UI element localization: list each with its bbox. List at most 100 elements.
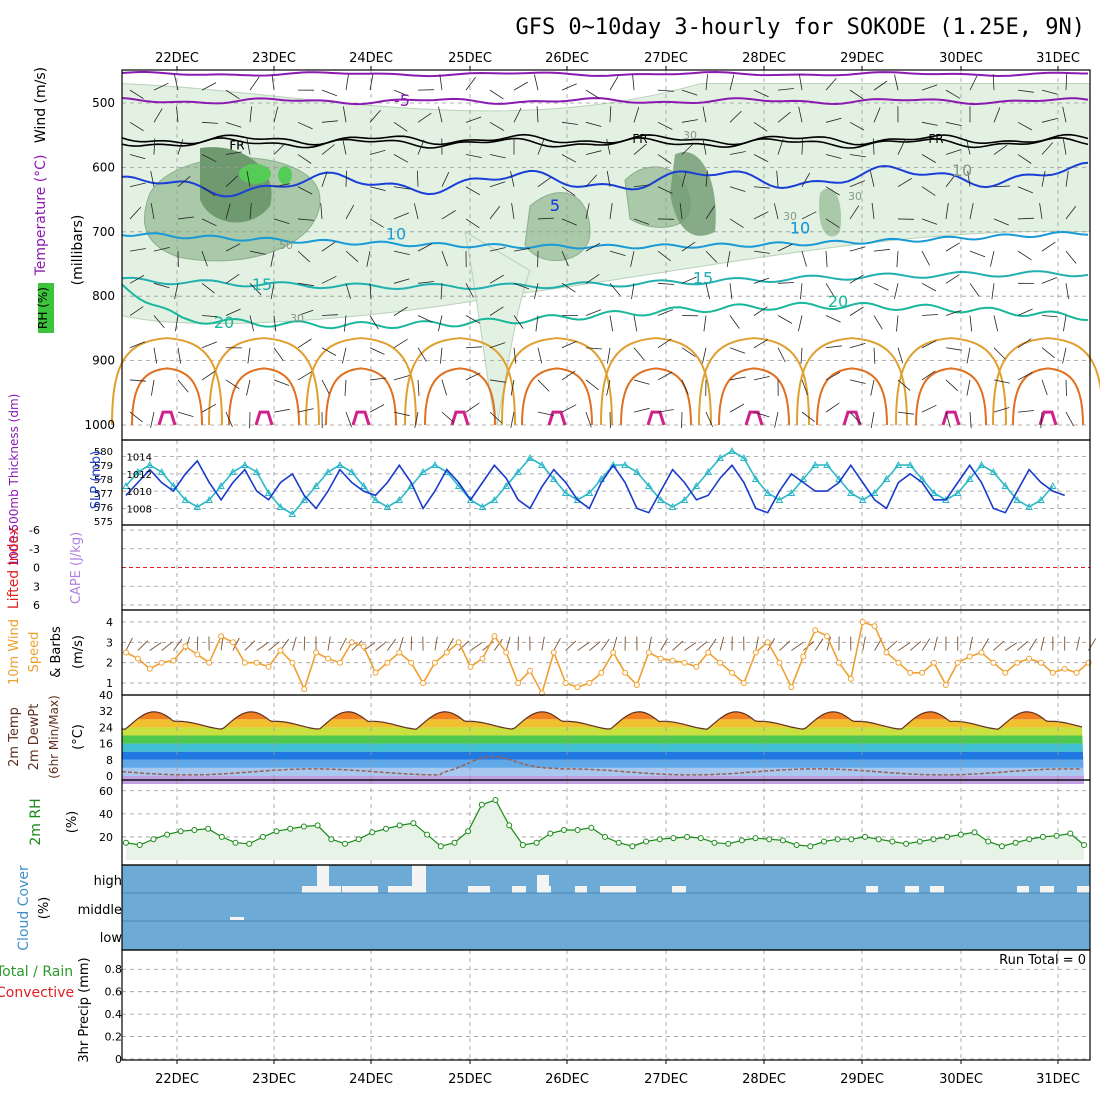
thickness-line-marker — [217, 481, 225, 489]
wind-barb — [369, 109, 381, 123]
contour-25 — [208, 337, 320, 426]
contour-25 — [111, 337, 223, 426]
wind-barb — [1040, 412, 1043, 429]
tick-thickness: 580 — [94, 447, 113, 458]
dewpoint-line — [121, 755, 1082, 776]
tick-li: -6 — [29, 524, 40, 537]
wind-barb — [489, 247, 506, 252]
wind-barb — [510, 379, 515, 396]
wind-speed-line-marker — [990, 659, 997, 666]
cloud-gap — [302, 886, 320, 893]
thickness-line-marker — [989, 467, 998, 475]
wind-barb — [465, 372, 481, 381]
tick-slp: 1014 — [127, 453, 152, 464]
wind-barb — [369, 283, 372, 300]
wind-barb — [993, 144, 1008, 155]
wind-barb — [465, 315, 481, 324]
wind-barb — [873, 107, 881, 123]
wind-barb — [297, 218, 314, 221]
wind-barb — [344, 315, 347, 332]
wind-barb — [993, 315, 999, 332]
rh2m-marker — [342, 840, 348, 847]
rh2m-marker — [451, 839, 458, 846]
contour-label: 10 — [952, 161, 972, 180]
wind-barb-10m — [826, 636, 831, 651]
wind-barb-10m — [268, 641, 280, 651]
tick-upper: 900 — [92, 354, 115, 368]
date-label-bottom: 30DEC — [939, 1072, 983, 1087]
wind-barb — [534, 74, 539, 91]
wind-barb — [321, 144, 335, 155]
wind-barb — [801, 172, 811, 187]
wind-barb — [342, 138, 347, 155]
wind-barb — [1041, 170, 1046, 187]
wind-speed-line-marker — [325, 655, 331, 662]
wind-barb — [441, 411, 455, 424]
contour-35 — [1038, 410, 1058, 426]
contour-35 — [842, 410, 862, 426]
rh2m-marker — [314, 822, 321, 829]
rh2m-marker — [697, 835, 704, 842]
rh2m-marker — [424, 831, 431, 838]
rh2m-marker — [656, 836, 663, 843]
tick-temp: 24 — [99, 721, 113, 734]
thickness-line-marker — [585, 488, 594, 496]
wind-barb — [273, 218, 290, 224]
wind-barb-10m — [648, 636, 652, 651]
wind-barb — [679, 202, 683, 219]
wind-barb — [465, 402, 480, 413]
wind-barb — [825, 283, 835, 298]
wind-barb — [825, 218, 840, 228]
wind-barb — [657, 282, 675, 285]
run-total: Run Total = 0 — [999, 953, 1086, 968]
wind-barb — [705, 170, 708, 187]
rh2m-marker — [602, 833, 608, 840]
thickness-line-marker — [918, 474, 926, 482]
wind-barb-10m — [375, 641, 387, 651]
wind-barb — [585, 347, 602, 350]
rh2m-marker — [328, 836, 335, 843]
wind-barb — [561, 218, 577, 226]
rh2m-marker — [273, 828, 280, 835]
date-label-bottom: 25DEC — [448, 1072, 492, 1087]
wind-barb — [945, 173, 957, 187]
cloud-gap — [366, 886, 378, 893]
wind-barb — [129, 248, 146, 252]
wind-barb — [897, 139, 906, 155]
rh2m-marker — [519, 842, 526, 848]
cloud-gap — [537, 875, 549, 893]
wind-barb — [321, 120, 338, 123]
wind-barb — [870, 171, 875, 187]
ylabel-wind-unit: (m/s) — [71, 635, 86, 669]
tick-upper: 600 — [92, 160, 115, 174]
wind-barb — [297, 282, 314, 287]
cloud-gap — [412, 865, 426, 893]
contour-label: 30 — [783, 210, 797, 223]
wind-barb — [1041, 142, 1053, 155]
wind-barb-10m — [470, 642, 483, 651]
wind-barb — [1041, 277, 1058, 284]
wind-barb — [510, 412, 515, 428]
precip-panel-border — [121, 949, 1091, 1061]
wind-barb — [153, 247, 170, 252]
wind-barb — [1065, 170, 1069, 187]
wind-barb — [129, 379, 147, 382]
wind-barb-10m — [244, 640, 256, 651]
wind-barb — [273, 183, 290, 188]
thickness-line-marker — [1048, 481, 1057, 489]
wind-barb — [129, 411, 143, 423]
wind-barb — [344, 379, 347, 396]
wind-barb — [1017, 186, 1033, 194]
wind-barb — [369, 149, 386, 155]
wind-barb-10m — [921, 638, 931, 651]
date-label-top: 28DEC — [742, 51, 786, 66]
wind-barb — [417, 281, 434, 284]
cloud-gap — [388, 886, 414, 893]
contour-5 — [121, 161, 1089, 198]
wind-speed-line-marker — [752, 649, 759, 656]
ylabel-wind: Wind (m/s) — [33, 67, 49, 143]
wind-barb — [536, 106, 539, 123]
contour-25 — [992, 337, 1100, 426]
wind-barb-10m — [862, 636, 866, 651]
wind-barb — [993, 185, 1011, 188]
